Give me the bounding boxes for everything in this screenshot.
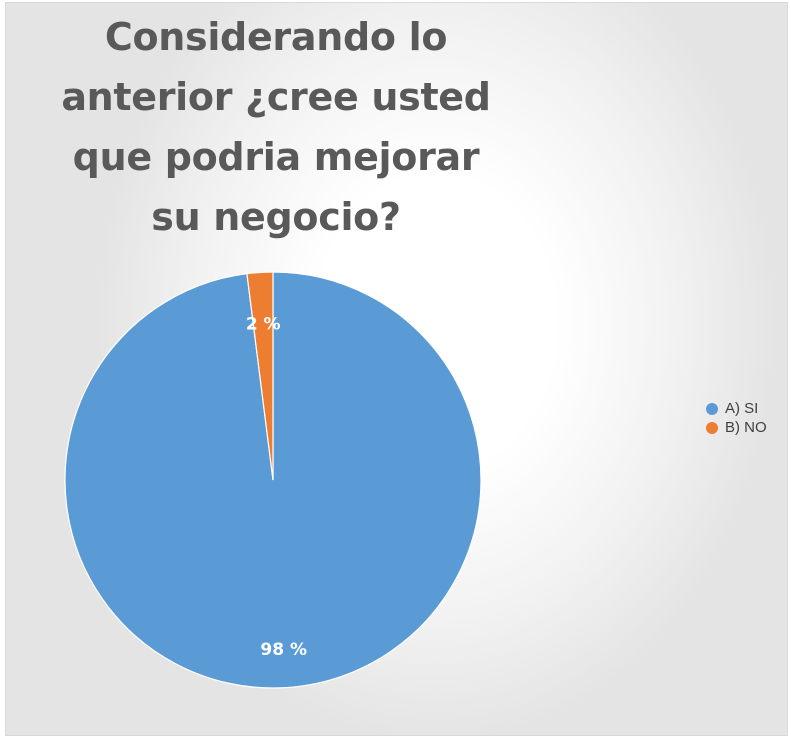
legend-item-si: A) SI xyxy=(706,399,767,418)
chart-area: Considerando lo anterior ¿cree usted que… xyxy=(5,2,788,736)
chart-title: Considerando lo anterior ¿cree usted que… xyxy=(36,7,516,247)
legend-marker-si xyxy=(706,402,718,415)
chart-title-line: Considerando lo xyxy=(104,15,448,59)
legend-item-no: B) NO xyxy=(706,418,767,437)
pie-slice-no xyxy=(246,271,274,481)
chart-title-line: su negocio? xyxy=(151,195,401,239)
legend: A) SI B) NO xyxy=(706,399,767,437)
pie-chart: 98 % 2 % xyxy=(64,271,482,689)
legend-label-no: B) NO xyxy=(725,419,767,436)
legend-marker-no xyxy=(706,421,718,434)
chart-title-line: anterior ¿cree usted xyxy=(61,75,491,119)
legend-label-si: A) SI xyxy=(725,400,759,417)
data-label-no: 2 % xyxy=(246,314,281,334)
data-label-si: 98 % xyxy=(260,640,307,660)
chart-title-line: que podria mejorar xyxy=(72,135,480,179)
